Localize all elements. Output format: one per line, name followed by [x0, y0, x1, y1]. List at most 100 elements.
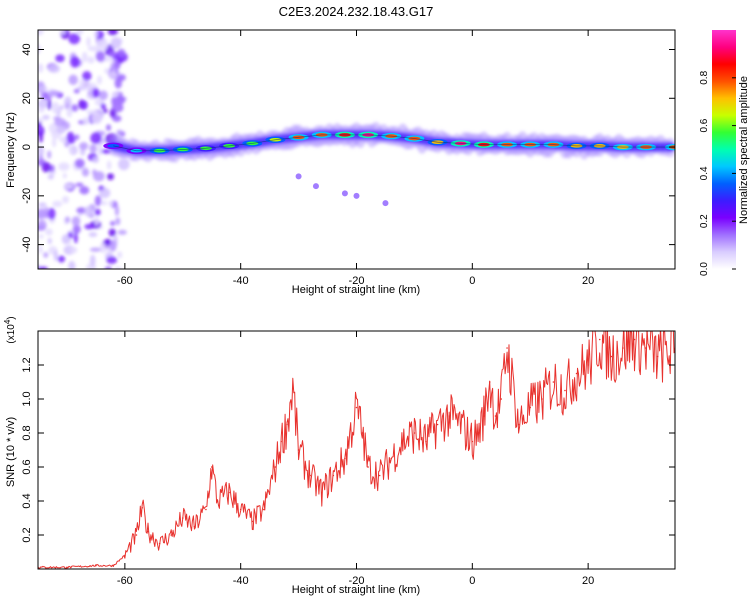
snr-point: [471, 440, 474, 443]
snr-point: [517, 423, 520, 426]
snr-point: [320, 491, 323, 494]
snr-point: [656, 355, 659, 358]
snr-point: [413, 432, 416, 434]
colorbar: 0.0 0.2 0.4 0.6 0.8 Normalized spectral ampl…: [699, 30, 750, 276]
noise-speckle: [38, 107, 45, 113]
y-tick-label: 0.8: [21, 425, 33, 440]
colorbar-tick-label: 0.6: [699, 118, 710, 132]
noise-speckle: [81, 100, 88, 110]
noise-speckle: [79, 78, 90, 89]
snr-panel: -60 -40 -20 0 20 0.2 0.4 0.6 0.8 1.0 1.2 (x104) He…: [3, 316, 676, 596]
noise-speckle: [82, 71, 92, 82]
noise-speckle: [86, 109, 98, 115]
noise-speckle: [108, 228, 116, 237]
noise-speckle: [108, 70, 118, 79]
spectrogram-xlabel: Height of straight line (km): [292, 284, 420, 296]
noise-speckle: [89, 247, 102, 252]
noise-speckle: [53, 250, 59, 262]
noise-speckle: [88, 231, 98, 238]
noise-speckle: [101, 200, 108, 206]
noise-speckle: [48, 64, 60, 73]
noise-speckle: [38, 234, 44, 239]
noise-speckle: [117, 74, 126, 81]
snr-point: [158, 542, 161, 545]
noise-speckle: [104, 68, 111, 74]
figure-title: C2E3.2024.232.18.43.G17: [279, 4, 434, 19]
snr-point: [286, 423, 288, 426]
snr-point: [500, 398, 503, 400]
noise-speckle: [79, 186, 90, 195]
snr-point: [448, 415, 450, 417]
noise-speckle: [90, 112, 103, 125]
noise-speckle: [114, 205, 120, 217]
spectrogram-marks: [38, 30, 675, 269]
snr-point: [378, 474, 381, 477]
snr-point: [436, 423, 439, 426]
faint-point: [295, 173, 302, 180]
noise-speckle: [57, 255, 66, 263]
noise-speckle: [55, 54, 65, 63]
noise-speckle: [59, 105, 64, 110]
noise-speckle: [38, 145, 45, 157]
noise-speckle: [66, 107, 73, 118]
x-tick-label: -20: [349, 275, 365, 287]
noise-speckle: [90, 132, 102, 144]
noise-speckle: [38, 266, 49, 269]
noise-speckle: [117, 229, 127, 235]
snr-point: [216, 500, 219, 502]
x-tick-label: -40: [233, 575, 249, 587]
noise-speckle: [38, 99, 48, 109]
noise-speckle: [107, 30, 118, 36]
noise-speckle: [72, 225, 81, 234]
snr-point: [147, 530, 149, 533]
snr-point: [598, 338, 601, 341]
spectrogram-ylabel: Frequency (Hz): [5, 112, 17, 188]
noise-speckle: [62, 195, 70, 204]
noise-speckle: [111, 92, 120, 97]
noise-speckle: [68, 33, 81, 45]
noise-speckle: [89, 144, 97, 154]
snr-point: [135, 534, 138, 536]
noise-speckle: [106, 256, 118, 264]
snr-point: [297, 449, 300, 451]
snr-multiplier-close: ): [6, 316, 17, 319]
noise-speckle: [48, 90, 61, 97]
noise-speckle: [84, 205, 94, 217]
snr-point: [587, 364, 589, 366]
snr-point: [459, 423, 462, 426]
snr-point: [332, 474, 335, 477]
noise-speckle: [87, 56, 95, 64]
noise-speckle: [47, 150, 52, 159]
noise-speckle: [60, 30, 66, 35]
snr-point: [274, 466, 277, 468]
noise-speckle: [53, 116, 61, 121]
snr-point: [170, 534, 172, 536]
x-tick-label: -40: [233, 275, 249, 287]
noise-speckle: [76, 207, 87, 214]
noise-speckle: [38, 131, 43, 143]
noise-speckle: [52, 200, 63, 208]
snr-point: [390, 457, 393, 460]
colorbar-ticks: 0.0 0.2 0.4 0.6 0.8: [699, 70, 736, 276]
noise-speckle: [115, 217, 121, 226]
colorbar-label: Normalized spectral amplitude: [738, 76, 750, 224]
snr-multiplier: (x104): [3, 316, 17, 343]
snr-ticks: -60 -40 -20 0 20 0.2 0.4 0.6 0.8 1.0 1.2: [21, 331, 675, 587]
noise-speckle: [114, 266, 122, 269]
snr-point: [483, 415, 485, 417]
noise-speckle: [84, 223, 95, 230]
noise-speckle: [38, 245, 43, 254]
noise-speckle: [70, 246, 78, 254]
noise-speckle: [95, 50, 106, 62]
noise-speckle: [45, 228, 53, 236]
noise-speckle: [93, 31, 99, 38]
noise-speckle: [117, 48, 126, 58]
snr-point: [622, 347, 624, 349]
snr-point: [263, 508, 265, 511]
noise-speckle: [48, 207, 56, 220]
ridge-core: [103, 131, 675, 154]
snr-point: [355, 406, 358, 409]
noise-speckle: [104, 266, 112, 269]
noise-speckle: [51, 101, 60, 114]
snr-point: [210, 466, 213, 468]
